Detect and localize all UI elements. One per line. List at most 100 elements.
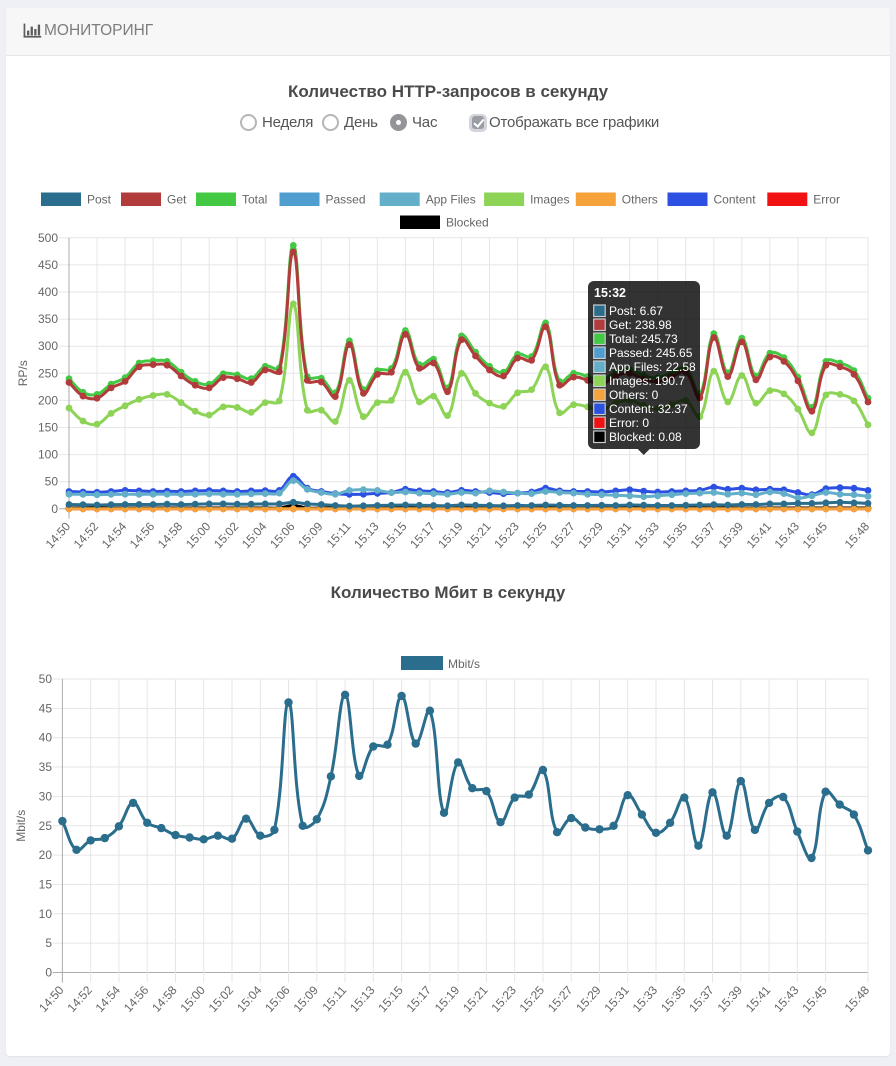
svg-text:15:25: 15:25 xyxy=(519,519,550,551)
svg-text:15:00: 15:00 xyxy=(177,983,208,1015)
svg-text:35: 35 xyxy=(39,760,53,774)
svg-text:Blocked: Blocked xyxy=(446,216,489,230)
svg-text:14:52: 14:52 xyxy=(71,519,102,551)
svg-text:15:37: 15:37 xyxy=(686,983,717,1015)
svg-text:14:54: 14:54 xyxy=(93,983,124,1015)
svg-text:15:43: 15:43 xyxy=(772,519,803,551)
svg-text:5: 5 xyxy=(45,936,52,950)
svg-text:300: 300 xyxy=(38,339,58,353)
svg-text:350: 350 xyxy=(38,312,58,326)
svg-text:App Files: 22.58: App Files: 22.58 xyxy=(609,360,696,374)
svg-text:50: 50 xyxy=(45,475,59,489)
svg-text:15:48: 15:48 xyxy=(842,519,873,551)
svg-text:15:29: 15:29 xyxy=(573,983,604,1015)
svg-text:15:31: 15:31 xyxy=(603,519,634,551)
svg-text:15:19: 15:19 xyxy=(432,983,463,1015)
svg-text:15:13: 15:13 xyxy=(347,983,378,1015)
svg-text:15:15: 15:15 xyxy=(379,519,410,551)
svg-text:15:09: 15:09 xyxy=(295,519,326,551)
svg-text:Images: Images xyxy=(530,193,569,207)
svg-text:14:50: 14:50 xyxy=(36,983,67,1015)
svg-text:Error: Error xyxy=(813,193,840,207)
svg-text:45: 45 xyxy=(39,701,53,715)
svg-text:15:43: 15:43 xyxy=(771,983,802,1015)
svg-text:14:58: 14:58 xyxy=(149,983,180,1015)
svg-text:Total: Total xyxy=(242,193,267,207)
svg-text:15:11: 15:11 xyxy=(319,983,349,1014)
svg-text:Content: Content xyxy=(714,193,757,207)
svg-text:15:37: 15:37 xyxy=(688,519,719,551)
svg-text:15:06: 15:06 xyxy=(267,519,298,551)
svg-text:15:31: 15:31 xyxy=(601,983,632,1015)
svg-text:200: 200 xyxy=(38,393,58,407)
svg-text:15:39: 15:39 xyxy=(716,519,747,551)
svg-text:500: 500 xyxy=(38,231,58,245)
svg-text:15:13: 15:13 xyxy=(351,519,382,551)
svg-text:15:11: 15:11 xyxy=(324,519,354,550)
svg-text:15:02: 15:02 xyxy=(211,519,242,551)
svg-text:Post: Post xyxy=(87,193,112,207)
svg-text:14:52: 14:52 xyxy=(64,983,95,1015)
svg-text:15:15: 15:15 xyxy=(375,983,406,1015)
svg-text:Get: 238.98: Get: 238.98 xyxy=(609,318,672,332)
svg-text:Blocked: 0.08: Blocked: 0.08 xyxy=(609,430,682,444)
svg-text:15:27: 15:27 xyxy=(545,983,576,1015)
svg-text:15:33: 15:33 xyxy=(631,519,662,551)
svg-text:Get: Get xyxy=(167,193,187,207)
svg-text:15:19: 15:19 xyxy=(435,519,466,551)
svg-text:15:39: 15:39 xyxy=(715,983,746,1015)
svg-text:15:04: 15:04 xyxy=(234,983,265,1015)
svg-text:Images: 190.7: Images: 190.7 xyxy=(609,374,685,388)
svg-text:15:25: 15:25 xyxy=(517,983,548,1015)
svg-text:14:50: 14:50 xyxy=(43,519,74,551)
svg-text:400: 400 xyxy=(38,285,58,299)
svg-text:15:17: 15:17 xyxy=(404,983,435,1015)
svg-text:Total: 245.73: Total: 245.73 xyxy=(609,332,678,346)
svg-text:15:21: 15:21 xyxy=(463,519,494,551)
svg-text:Mbit/s: Mbit/s xyxy=(448,657,480,671)
svg-text:15:17: 15:17 xyxy=(407,519,438,551)
svg-text:15:23: 15:23 xyxy=(491,519,522,551)
svg-text:15:41: 15:41 xyxy=(743,983,774,1015)
svg-text:14:56: 14:56 xyxy=(121,983,152,1015)
svg-text:15:35: 15:35 xyxy=(660,519,691,551)
svg-text:Mbit/s: Mbit/s xyxy=(14,810,28,842)
svg-text:Content: 32.37: Content: 32.37 xyxy=(609,402,688,416)
svg-text:10: 10 xyxy=(39,907,53,921)
svg-text:15:33: 15:33 xyxy=(630,983,661,1015)
svg-text:15:06: 15:06 xyxy=(262,983,293,1015)
svg-text:15:41: 15:41 xyxy=(744,519,775,551)
svg-text:14:58: 14:58 xyxy=(155,519,186,551)
svg-text:30: 30 xyxy=(39,789,53,803)
svg-text:15:45: 15:45 xyxy=(800,519,831,551)
svg-text:14:54: 14:54 xyxy=(99,519,130,551)
svg-text:15:21: 15:21 xyxy=(460,983,491,1015)
svg-text:15:02: 15:02 xyxy=(206,983,237,1015)
svg-text:Passed: 245.65: Passed: 245.65 xyxy=(609,346,693,360)
svg-text:450: 450 xyxy=(38,258,58,272)
svg-text:100: 100 xyxy=(38,448,58,462)
svg-text:20: 20 xyxy=(39,848,53,862)
svg-text:15:04: 15:04 xyxy=(239,519,270,551)
svg-text:15:00: 15:00 xyxy=(183,519,214,551)
svg-text:15:48: 15:48 xyxy=(842,983,873,1015)
svg-text:50: 50 xyxy=(39,672,53,686)
svg-text:RP/s: RP/s xyxy=(16,360,30,386)
svg-text:App Files: App Files xyxy=(426,193,476,207)
svg-text:Post: 6.67: Post: 6.67 xyxy=(609,304,663,318)
svg-text:15:29: 15:29 xyxy=(575,519,606,551)
svg-text:150: 150 xyxy=(38,421,58,435)
svg-text:14:56: 14:56 xyxy=(127,519,158,551)
svg-text:15:35: 15:35 xyxy=(658,983,689,1015)
svg-text:0: 0 xyxy=(45,966,52,980)
svg-text:Error: 0: Error: 0 xyxy=(609,416,649,430)
svg-text:15:45: 15:45 xyxy=(799,983,830,1015)
svg-text:0: 0 xyxy=(51,502,58,516)
svg-text:40: 40 xyxy=(39,731,53,745)
svg-text:Others: 0: Others: 0 xyxy=(609,388,659,402)
svg-text:Passed: Passed xyxy=(326,193,366,207)
svg-text:Others: Others xyxy=(622,193,658,207)
svg-text:15:32: 15:32 xyxy=(594,286,626,300)
svg-text:250: 250 xyxy=(38,366,58,380)
svg-text:25: 25 xyxy=(39,819,53,833)
